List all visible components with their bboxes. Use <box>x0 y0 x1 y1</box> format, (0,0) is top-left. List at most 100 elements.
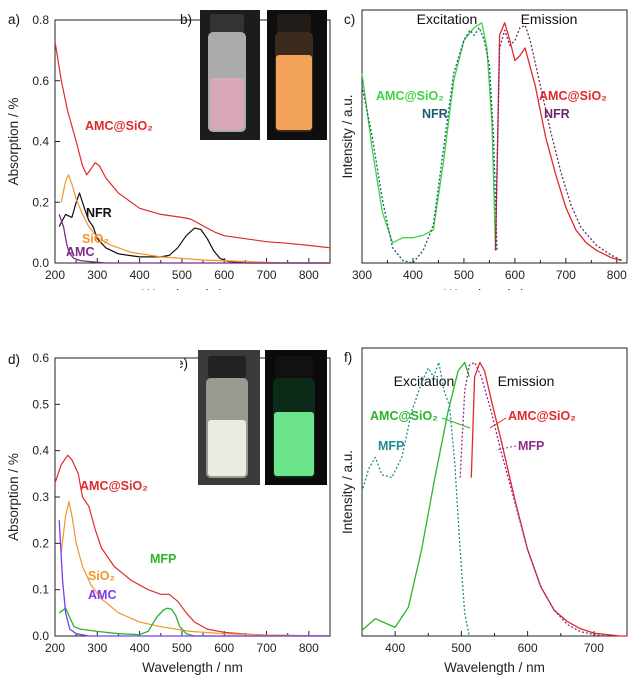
series-line-f-mfp-emission <box>459 361 608 637</box>
fluorescence-chart-c: c) 300 400 500 600 700 800 Wavelength / nm Inten… <box>340 9 628 290</box>
absorption-chart-d: d) 200 300 400 500 600 700 800 Wavelength / nm 0.… <box>6 351 331 675</box>
series-label-a-amc-sio2: AMC@SiO₂ <box>85 119 153 133</box>
series-line-f-amc-sio2-emission <box>470 361 627 637</box>
x-tick-label-a: 300 <box>87 268 107 282</box>
x-tick-label-a: 700 <box>257 268 277 282</box>
series-label-c-nfr-excitation: NFR <box>422 107 448 121</box>
x-tick-label-a: 600 <box>214 268 234 282</box>
x-tick-label-a: 200 <box>45 268 65 282</box>
heading-emission-c: Emission <box>521 11 578 27</box>
y-axis-title-d: Absorption / % <box>6 453 21 541</box>
series-line-d-mfp <box>58 607 330 637</box>
y-tick-label-d: 0.4 <box>32 444 49 458</box>
x-tick-label-d: 800 <box>299 641 319 655</box>
vial-cap-e-right <box>275 356 313 378</box>
x-tick-label-c: 800 <box>607 268 627 282</box>
x-tick-label-c: 600 <box>505 268 525 282</box>
y-tick-label-a: 0.4 <box>32 135 49 149</box>
x-tick-label-f: 600 <box>518 641 538 655</box>
absorption-chart-a: a) 200 300 400 500 600 700 800 Wavelength / nm 0.… <box>6 12 331 290</box>
x-tick-label-a: 800 <box>299 268 319 282</box>
series-label-a-nfr: NFR <box>86 206 112 220</box>
series-label-d-amc: AMC <box>88 588 116 602</box>
panel-letter-a: a) <box>8 12 20 27</box>
series-label-a-sio2: SiO₂ <box>82 232 109 246</box>
plot-frame-f <box>361 347 628 637</box>
series-line-c-amc-sio2-emission <box>494 22 623 262</box>
y-tick-label-d: 0.2 <box>32 536 49 550</box>
y-axis-title-c: Intensity / a.u. <box>340 94 355 178</box>
series-label-c-amc-sio2-excitation: AMC@SiO₂ <box>376 89 444 103</box>
x-tick-label-f: 500 <box>451 641 471 655</box>
series-label-a-amc: AMC <box>66 245 94 259</box>
x-tick-label-d: 200 <box>45 641 65 655</box>
y-tick-label-d: 0.3 <box>32 490 49 504</box>
series-line-a-amc <box>58 214 330 264</box>
fluorescence-chart-f: f) 400 500 600 700 Wavelength / nm Intensity /… <box>340 347 628 675</box>
series-line-c-nfr-emission <box>494 24 623 262</box>
series-line-d-amc-sio2 <box>54 454 331 637</box>
y-tick-label-d: 0.5 <box>32 397 49 411</box>
series-label-c-amc-sio2-emission: AMC@SiO₂ <box>539 89 607 103</box>
heading-emission-f: Emission <box>498 373 555 389</box>
series-line-d-sio2 <box>60 501 331 637</box>
y-tick-label-d: 0.6 <box>32 351 49 365</box>
vial-cap-b-right <box>277 14 311 32</box>
vial-cap-b-left <box>210 14 244 32</box>
series-label-f-amc-sio2-excitation: AMC@SiO₂ <box>370 409 438 423</box>
vial-liquid-b-right <box>276 55 312 130</box>
y-tick-label-a: 0.6 <box>32 74 49 88</box>
heading-excitation-c: Excitation <box>417 11 478 27</box>
x-tick-label-d: 400 <box>130 641 150 655</box>
series-label-f-amc-sio2-emission: AMC@SiO₂ <box>508 409 576 423</box>
x-tick-label-c: 300 <box>352 268 372 282</box>
series-label-d-mfp: MFP <box>150 552 176 566</box>
x-tick-label-f: 400 <box>385 641 405 655</box>
y-tick-label-a: 0.0 <box>32 256 49 270</box>
leader-line-f-exc <box>441 417 471 429</box>
x-tick-label-d: 700 <box>257 641 277 655</box>
leader-line-f-em <box>489 417 507 429</box>
series-line-f-mfp-excitation <box>361 361 470 637</box>
series-label-c-nfr-emission: NFR <box>544 107 570 121</box>
y-tick-label-a: 0.2 <box>32 195 49 209</box>
vial-photos-e: e) <box>180 356 315 478</box>
panel-letter-d: d) <box>8 352 20 367</box>
x-axis-title-c: Wavelength / nm <box>444 287 545 290</box>
plot-frame-c <box>361 9 628 264</box>
panel-letter-f: f) <box>344 350 352 365</box>
x-tick-label-f: 700 <box>584 641 604 655</box>
x-axis-title-a: Wavelength / nm <box>142 287 243 290</box>
series-line-a-sio2 <box>60 174 330 264</box>
vial-liquid-b-left <box>210 78 244 130</box>
x-tick-label-c: 500 <box>454 268 474 282</box>
x-tick-label-c: 700 <box>556 268 576 282</box>
x-tick-label-a: 500 <box>172 268 192 282</box>
x-axis-title-d: Wavelength / nm <box>142 660 243 675</box>
series-line-c-amc-sio2-excitation <box>361 22 497 251</box>
series-line-a-nfr <box>58 192 330 264</box>
panel-letter-b: b) <box>180 12 192 27</box>
panel-letter-c: c) <box>344 12 355 27</box>
series-line-f-amc-sio2-excitation <box>361 361 470 631</box>
vial-liquid-e-right <box>274 412 314 476</box>
y-tick-label-d: 0.1 <box>32 583 49 597</box>
y-tick-label-d: 0.0 <box>32 629 49 643</box>
series-line-d-amc <box>58 520 330 637</box>
vial-liquid-e-left <box>208 420 246 476</box>
y-axis-title-a: Absorption / % <box>6 98 21 186</box>
series-label-f-mfp-excitation: MFP <box>378 439 404 453</box>
x-tick-label-d: 600 <box>214 641 234 655</box>
x-tick-label-c: 400 <box>403 268 423 282</box>
x-tick-label-d: 300 <box>87 641 107 655</box>
vial-cap-e-left <box>208 356 246 378</box>
y-tick-label-a: 0.8 <box>32 13 49 27</box>
x-tick-label-d: 500 <box>172 641 192 655</box>
series-line-c-nfr-excitation <box>361 27 498 264</box>
series-label-d-sio2: SiO₂ <box>88 569 115 583</box>
series-label-d-amc-sio2: AMC@SiO₂ <box>80 479 148 493</box>
vial-photos-b: b) <box>180 12 313 132</box>
leader-line-f-mfp-em <box>495 445 517 451</box>
y-axis-title-f: Intensity / a.u. <box>340 450 355 534</box>
x-tick-label-a: 400 <box>130 268 150 282</box>
